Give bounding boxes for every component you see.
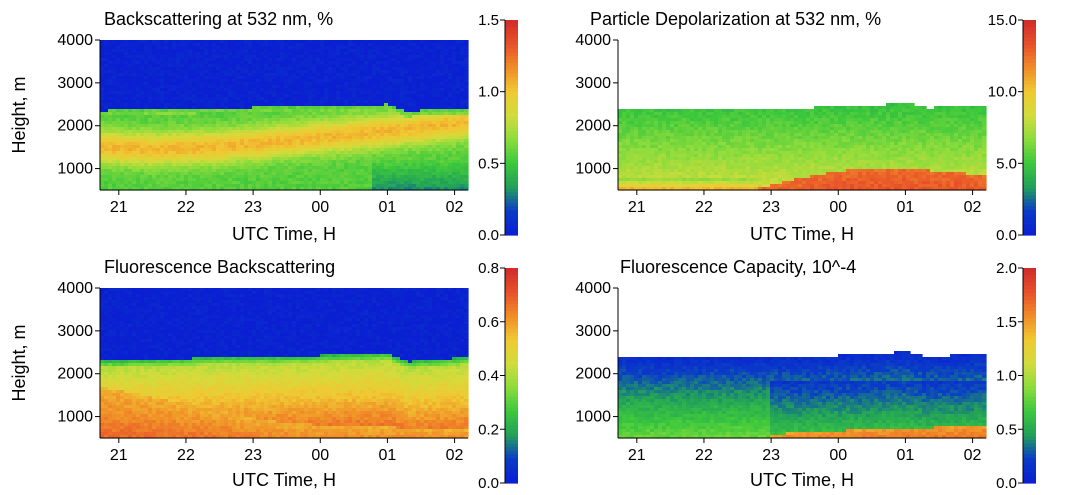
colorbar-segment xyxy=(505,185,518,189)
colorbar-segment xyxy=(505,167,518,171)
y-tick-label: 2000 xyxy=(57,118,93,135)
colorbar-segment xyxy=(505,199,518,203)
heatmap xyxy=(618,103,987,191)
colorbar-segment xyxy=(505,174,518,178)
colorbar-segment xyxy=(505,45,518,49)
colorbar-segment xyxy=(505,171,518,175)
colorbar-tick-label: 0.5 xyxy=(478,155,499,172)
colorbar-segment xyxy=(505,106,518,110)
colorbar-segment xyxy=(505,149,518,153)
x-tick-label: 23 xyxy=(244,199,262,216)
x-tick-label: 22 xyxy=(177,199,195,216)
colorbar: 0.0 0.5 1.0 1.5 xyxy=(478,12,518,244)
colorbar-segment xyxy=(505,85,518,89)
colorbar-segment xyxy=(505,88,518,92)
colorbar-segment xyxy=(505,117,518,121)
colorbar-segment xyxy=(505,124,518,128)
colorbar-segment xyxy=(505,188,518,192)
colorbar-segment xyxy=(505,160,518,164)
colorbar-segment xyxy=(505,42,518,46)
colorbar-segment xyxy=(505,196,518,200)
x-axis-label: UTC Time, H xyxy=(232,224,336,244)
colorbar-segment xyxy=(505,34,518,38)
y-tick-label: 1000 xyxy=(57,161,93,178)
colorbar-segment xyxy=(505,77,518,81)
colorbar-segment xyxy=(505,110,518,114)
colorbar-segment xyxy=(505,224,518,228)
colorbar-tick-label: 1.5 xyxy=(478,12,499,29)
colorbar-segment xyxy=(505,38,518,42)
colorbar-segment xyxy=(505,156,518,160)
colorbar-segment xyxy=(505,203,518,207)
y-tick-label: 3000 xyxy=(57,75,93,92)
x-tick-label: 01 xyxy=(379,199,397,216)
chart-panel: 1000 2000 3000 4000 21 22 23 00 01 02 Backscatteri… xyxy=(9,9,518,244)
colorbar-tick-label: 0.0 xyxy=(478,227,499,244)
colorbar-segment xyxy=(505,153,518,157)
x-tick-label: 02 xyxy=(446,199,464,216)
colorbar-segment xyxy=(505,210,518,214)
colorbar-segment xyxy=(505,178,518,182)
colorbar-segment xyxy=(505,31,518,35)
colorbar-segment xyxy=(505,49,518,53)
colorbar-segment xyxy=(505,27,518,31)
colorbar-segment xyxy=(505,217,518,221)
y-tick-label: 4000 xyxy=(57,32,93,49)
colorbar-segment xyxy=(505,56,518,60)
colorbar-segment xyxy=(505,128,518,132)
colorbar-segment xyxy=(505,206,518,210)
colorbar-segment xyxy=(505,120,518,124)
y-axis-label: Height, m xyxy=(9,76,29,153)
colorbar-segment xyxy=(505,74,518,78)
colorbar-segment xyxy=(505,142,518,146)
colorbar-segment xyxy=(505,67,518,71)
x-tick-label: 21 xyxy=(110,199,128,216)
colorbar-segment xyxy=(505,221,518,225)
colorbar-segment xyxy=(505,81,518,85)
colorbar-segment xyxy=(505,231,518,235)
colorbar-segment xyxy=(505,214,518,218)
colorbar-segment xyxy=(505,70,518,74)
colorbar-segment xyxy=(505,102,518,106)
colorbar-segment xyxy=(505,138,518,142)
colorbar-segment xyxy=(505,63,518,67)
colorbar-segment xyxy=(505,163,518,167)
colorbar-segment xyxy=(505,228,518,232)
colorbar-segment xyxy=(505,145,518,149)
colorbar-segment xyxy=(505,131,518,135)
colorbar-segment xyxy=(505,99,518,103)
colorbar-segment xyxy=(505,92,518,96)
colorbar-segment xyxy=(505,192,518,196)
colorbar-segment xyxy=(505,113,518,117)
colorbar-segment xyxy=(505,20,518,24)
colorbar-segment xyxy=(505,135,518,139)
colorbar-segment xyxy=(505,52,518,56)
colorbar-segment xyxy=(505,59,518,63)
colorbar-segment xyxy=(505,95,518,99)
x-tick-label: 00 xyxy=(311,199,329,216)
heatmap xyxy=(100,40,469,191)
chart-title: Backscattering at 532 nm, % xyxy=(104,9,333,29)
colorbar-segment xyxy=(505,181,518,185)
colorbar-tick-label: 1.0 xyxy=(478,84,499,101)
colorbar-segment xyxy=(505,24,518,28)
